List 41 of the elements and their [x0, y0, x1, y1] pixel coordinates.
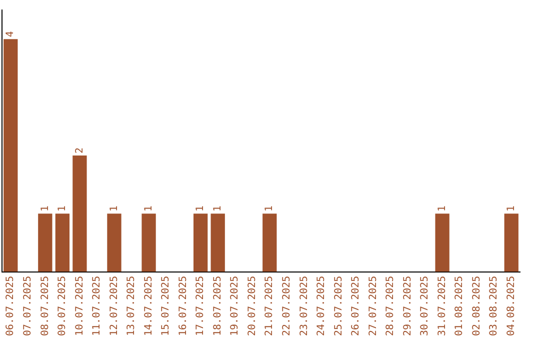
- x-tick-label: 10.07.2025: [74, 276, 86, 336]
- x-tick-label: 28.07.2025: [385, 276, 396, 336]
- x-tick-label: 18.07.2025: [212, 276, 224, 336]
- x-tick-label: 14.07.2025: [143, 276, 154, 336]
- x-tick-label: 13.07.2025: [126, 276, 138, 336]
- x-tick-label: 25.07.2025: [333, 276, 344, 336]
- x-tick-label: 27.07.2025: [368, 276, 379, 336]
- x-tick-label: 01.08.2025: [454, 276, 466, 336]
- x-tick-label: 20.07.2025: [246, 276, 258, 336]
- data-label: 1: [143, 206, 154, 212]
- x-tick-label: 30.07.2025: [420, 276, 431, 336]
- data-label: 1: [264, 206, 276, 212]
- data-label: 2: [74, 147, 86, 154]
- x-tick-label: 21.07.2025: [264, 276, 276, 336]
- x-tick-label: 11.07.2025: [92, 276, 103, 336]
- x-tick-label: 04.08.2025: [506, 276, 517, 336]
- x-tick-label: 02.08.2025: [471, 276, 482, 336]
- x-tick-label: 23.07.2025: [298, 276, 310, 336]
- x-tick-label: 09.07.2025: [57, 276, 68, 336]
- data-label: 1: [195, 206, 206, 212]
- x-tick-label: 29.07.2025: [402, 276, 414, 336]
- data-label: 1: [436, 206, 448, 212]
- x-tick-label: 08.07.2025: [40, 276, 51, 336]
- x-tick-label: 07.07.2025: [22, 276, 34, 336]
- x-tick-label: 06.07.2025: [5, 276, 16, 336]
- data-label: 1: [57, 206, 68, 212]
- data-label: 4: [5, 31, 16, 38]
- data-label: 1: [212, 206, 224, 212]
- x-tick-label: 17.07.2025: [195, 276, 206, 336]
- x-tick-label: 03.08.2025: [488, 276, 500, 336]
- x-tick-label: 12.07.2025: [108, 276, 120, 336]
- x-tick-label: 19.07.2025: [230, 276, 241, 336]
- x-tick-label: 26.07.2025: [350, 276, 362, 336]
- x-tick-label: 15.07.2025: [160, 276, 172, 336]
- data-label: 1: [40, 206, 51, 212]
- data-label: 1: [506, 206, 517, 212]
- x-tick-label: 24.07.2025: [316, 276, 328, 336]
- x-tick-label: 16.07.2025: [178, 276, 189, 336]
- x-tick-label: 22.07.2025: [281, 276, 292, 336]
- data-label: 1: [108, 206, 120, 212]
- x-tick-label: 31.07.2025: [436, 276, 448, 336]
